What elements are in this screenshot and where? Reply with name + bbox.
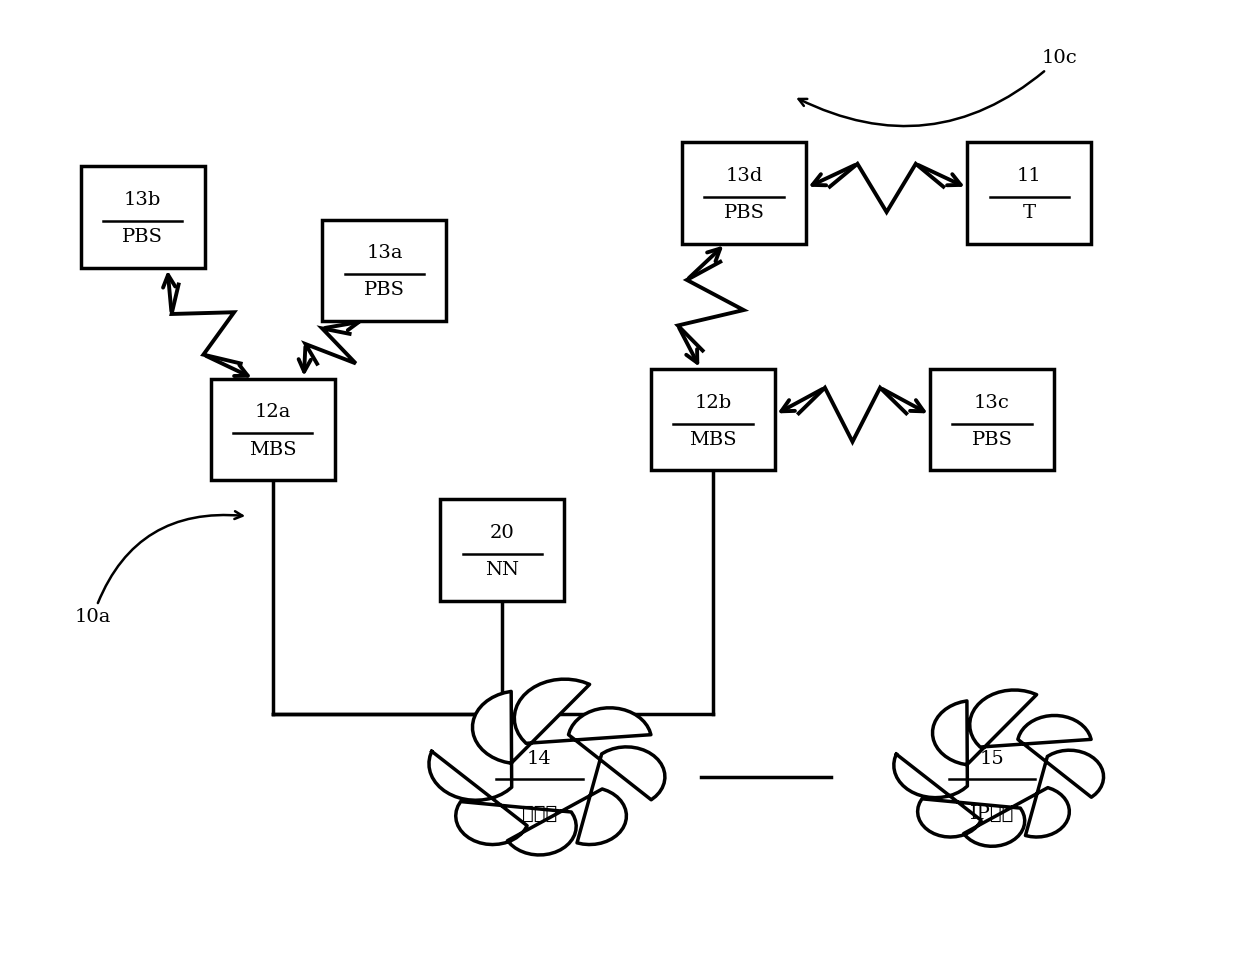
Text: IP网络: IP网络	[970, 805, 1014, 822]
Bar	[930, 370, 1054, 471]
Text: PBS: PBS	[123, 229, 162, 246]
Text: MBS: MBS	[689, 431, 737, 449]
Text: T: T	[1023, 205, 1035, 222]
Text: PBS: PBS	[365, 282, 404, 299]
Text: 12b: 12b	[694, 394, 732, 411]
Text: 10c: 10c	[799, 48, 1078, 126]
Polygon shape	[894, 690, 1104, 846]
Text: 12a: 12a	[254, 403, 291, 421]
Text: 13c: 13c	[975, 394, 1009, 411]
Polygon shape	[429, 679, 665, 855]
Text: MBS: MBS	[249, 441, 296, 458]
Bar	[322, 220, 446, 321]
Bar	[440, 500, 564, 600]
Text: PBS: PBS	[724, 205, 764, 222]
Text: 15: 15	[980, 751, 1004, 768]
Text: 13b: 13b	[124, 191, 161, 208]
Bar	[651, 370, 775, 471]
Bar	[211, 378, 335, 480]
Bar	[967, 142, 1091, 243]
Text: 14: 14	[527, 751, 552, 768]
Text: 11: 11	[1017, 167, 1042, 184]
Text: NN: NN	[485, 562, 520, 579]
Text: 13a: 13a	[366, 244, 403, 262]
Text: 核心网: 核心网	[522, 805, 557, 822]
Text: 10a: 10a	[74, 511, 243, 626]
Text: 13d: 13d	[725, 167, 763, 184]
Text: PBS: PBS	[972, 431, 1012, 449]
Text: 20: 20	[490, 524, 515, 541]
Bar	[682, 142, 806, 243]
Bar	[81, 167, 205, 268]
